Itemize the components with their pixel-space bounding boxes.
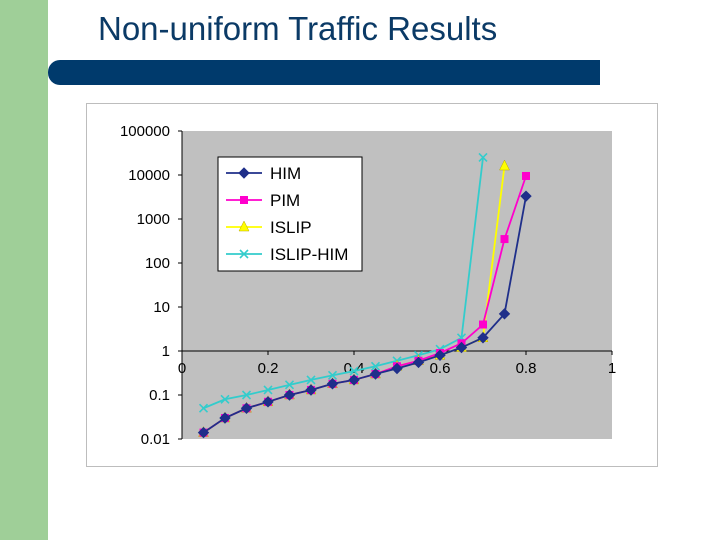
point-him (197, 426, 210, 439)
point-islip-him-stroke (284, 380, 295, 390)
x-tick-label: 0 (178, 360, 186, 377)
x-tick-label: 0.2 (258, 360, 279, 377)
y-tick-label: 100 (145, 255, 170, 272)
point-islip-him-stroke (198, 403, 209, 413)
title-area-background (48, 0, 90, 56)
point-him (283, 389, 296, 401)
point-him (498, 308, 511, 320)
point-islip-him (263, 385, 273, 395)
point-islip-him-stroke (220, 394, 230, 404)
legend-entry-pim: PIM (226, 191, 300, 210)
point-him (219, 412, 231, 424)
point-him (262, 396, 274, 408)
point-islip-him (306, 375, 316, 385)
y-tick-label: 0.01 (141, 431, 170, 448)
title-underline-bar (48, 60, 600, 85)
point-him (369, 368, 382, 380)
legend-entry-islip: ISLIP (226, 218, 312, 237)
point-islip-him-stroke (263, 385, 273, 395)
point-islip-him-stroke (349, 366, 359, 376)
point-him (391, 362, 403, 375)
legend-marker-pim (240, 196, 248, 204)
point-him (240, 402, 253, 414)
x-tick-label: 0.6 (430, 360, 451, 377)
legend-entry-him: HIM (226, 164, 301, 183)
series-line-him (202, 196, 527, 434)
point-islip-him-stroke (370, 361, 381, 371)
point-him (305, 384, 317, 396)
legend-label-pim: PIM (270, 191, 300, 210)
y-tick-label: 1000 (137, 211, 170, 228)
legend-entry-islip-him: ISLIP-HIM (226, 245, 348, 264)
point-him (348, 374, 360, 386)
point-him (412, 356, 425, 369)
point-pim (522, 171, 530, 180)
point-him (520, 190, 532, 202)
point-him (477, 332, 489, 344)
y-tick-label: 10 (153, 299, 170, 316)
point-him (455, 341, 468, 354)
y-tick-label: 10000 (128, 167, 170, 184)
legend-label-islip: ISLIP (270, 218, 312, 237)
point-islip-him (284, 380, 295, 390)
point-islip-him (220, 394, 230, 404)
y-tick-label: 1 (162, 343, 170, 360)
point-islip-him-stroke (478, 152, 488, 163)
point-islip-him (327, 370, 338, 380)
legend-marker-him (238, 167, 250, 179)
point-islip-him (478, 152, 488, 163)
point-islip-him (370, 361, 381, 371)
chart-legend: HIM PIM ISLIP ISLIP-HIM (217, 156, 363, 272)
point-islip (499, 159, 510, 171)
point-him (434, 349, 446, 361)
series-him (197, 190, 532, 439)
point-islip-him-stroke (306, 375, 316, 385)
x-tick-label: 0.8 (516, 360, 537, 377)
series-layer (197, 152, 532, 439)
point-islip-him-stroke (327, 370, 338, 380)
point-pim (500, 235, 509, 244)
point-islip-him (349, 366, 359, 376)
point-islip-him (198, 403, 209, 413)
point-pim (479, 320, 487, 329)
legend-marker-islip-him (239, 249, 249, 259)
legend-marker-islip-him-stroke (239, 249, 249, 259)
slide-title: Non-uniform Traffic Results (98, 10, 498, 47)
point-him (326, 378, 339, 390)
legend-label-him: HIM (270, 164, 301, 183)
legend-label-islip-him: ISLIP-HIM (270, 245, 348, 264)
side-accent-band (0, 0, 48, 540)
x-tick-label: 1 (608, 360, 616, 377)
legend-marker-islip (238, 220, 250, 232)
point-islip-him-stroke (241, 390, 252, 400)
y-tick-label: 100000 (120, 123, 170, 140)
point-islip-him (241, 390, 252, 400)
y-tick-label: 0.1 (149, 387, 170, 404)
